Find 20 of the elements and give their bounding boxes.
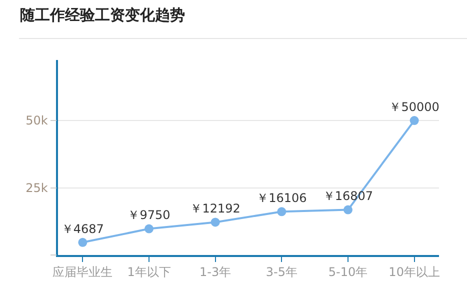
x-tick-label: 1-3年 <box>200 265 232 280</box>
x-tick-label: 3-5年 <box>266 265 298 280</box>
point <box>144 224 154 234</box>
point <box>410 116 419 126</box>
data-label: ￥50000 <box>389 100 440 114</box>
point <box>210 218 220 227</box>
x-tick-label: 1年以下 <box>127 265 171 280</box>
y-tick-label: 25k <box>26 180 48 195</box>
y-tick-label: 50k <box>26 114 48 128</box>
point <box>78 238 88 247</box>
point <box>343 205 352 214</box>
x-tick-label: 5-10年 <box>328 265 368 280</box>
data-label: ￥9750 <box>128 208 170 222</box>
data-label: ￥16106 <box>256 191 307 206</box>
point <box>277 207 286 216</box>
data-label: ￥12192 <box>190 202 240 216</box>
data-label: ￥4687 <box>61 222 104 236</box>
chart-title: 随工作经验工资变化趋势 <box>20 6 185 25</box>
x-tick-label: 10年以上 <box>388 265 440 280</box>
x-tick-label: 应届毕业生 <box>52 265 113 280</box>
